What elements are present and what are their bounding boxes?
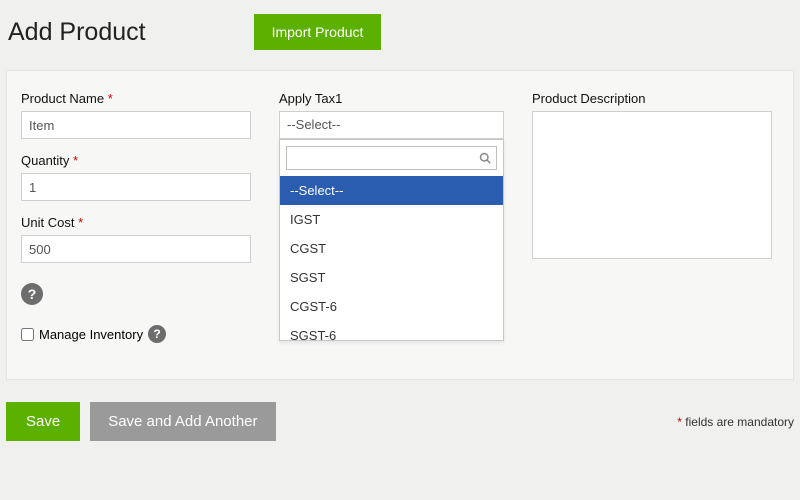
save-button[interactable]: Save <box>6 402 80 441</box>
import-product-button[interactable]: Import Product <box>254 14 382 50</box>
search-icon <box>479 152 491 164</box>
product-name-input[interactable] <box>21 111 251 139</box>
dropdown-option[interactable]: SGST <box>280 263 503 292</box>
unit-cost-input[interactable] <box>21 235 251 263</box>
manage-inventory-checkbox[interactable] <box>21 328 34 341</box>
help-icon[interactable]: ? <box>21 283 43 305</box>
help-icon[interactable]: ? <box>148 325 166 343</box>
dropdown-options-list[interactable]: --Select-- IGST CGST SGST CGST-6 SGST-6 <box>280 176 503 340</box>
mandatory-note: * fields are mandatory <box>677 415 794 429</box>
dropdown-option[interactable]: CGST-6 <box>280 292 503 321</box>
quantity-input[interactable] <box>21 173 251 201</box>
dropdown-search-input[interactable] <box>286 146 497 170</box>
required-star: * <box>73 153 78 168</box>
required-star: * <box>78 215 83 230</box>
dropdown-option[interactable]: CGST <box>280 234 503 263</box>
quantity-label: Quantity * <box>21 153 251 168</box>
product-name-label: Product Name * <box>21 91 251 106</box>
page-title: Add Product <box>8 18 146 47</box>
required-star: * <box>108 91 113 106</box>
apply-tax-select[interactable]: --Select-- <box>279 111 504 139</box>
apply-tax-dropdown: --Select-- IGST CGST SGST CGST-6 SGST-6 <box>279 139 504 341</box>
unit-cost-label: Unit Cost * <box>21 215 251 230</box>
product-form: Product Name * Quantity * Unit Cost * ? … <box>6 70 794 380</box>
apply-tax-label: Apply Tax1 <box>279 91 504 106</box>
dropdown-option[interactable]: SGST-6 <box>280 321 503 340</box>
save-add-another-button[interactable]: Save and Add Another <box>90 402 275 441</box>
product-description-input[interactable] <box>532 111 772 259</box>
dropdown-option[interactable]: --Select-- <box>280 176 503 205</box>
manage-inventory-label: Manage Inventory <box>39 327 143 342</box>
dropdown-option[interactable]: IGST <box>280 205 503 234</box>
product-description-label: Product Description <box>532 91 772 106</box>
